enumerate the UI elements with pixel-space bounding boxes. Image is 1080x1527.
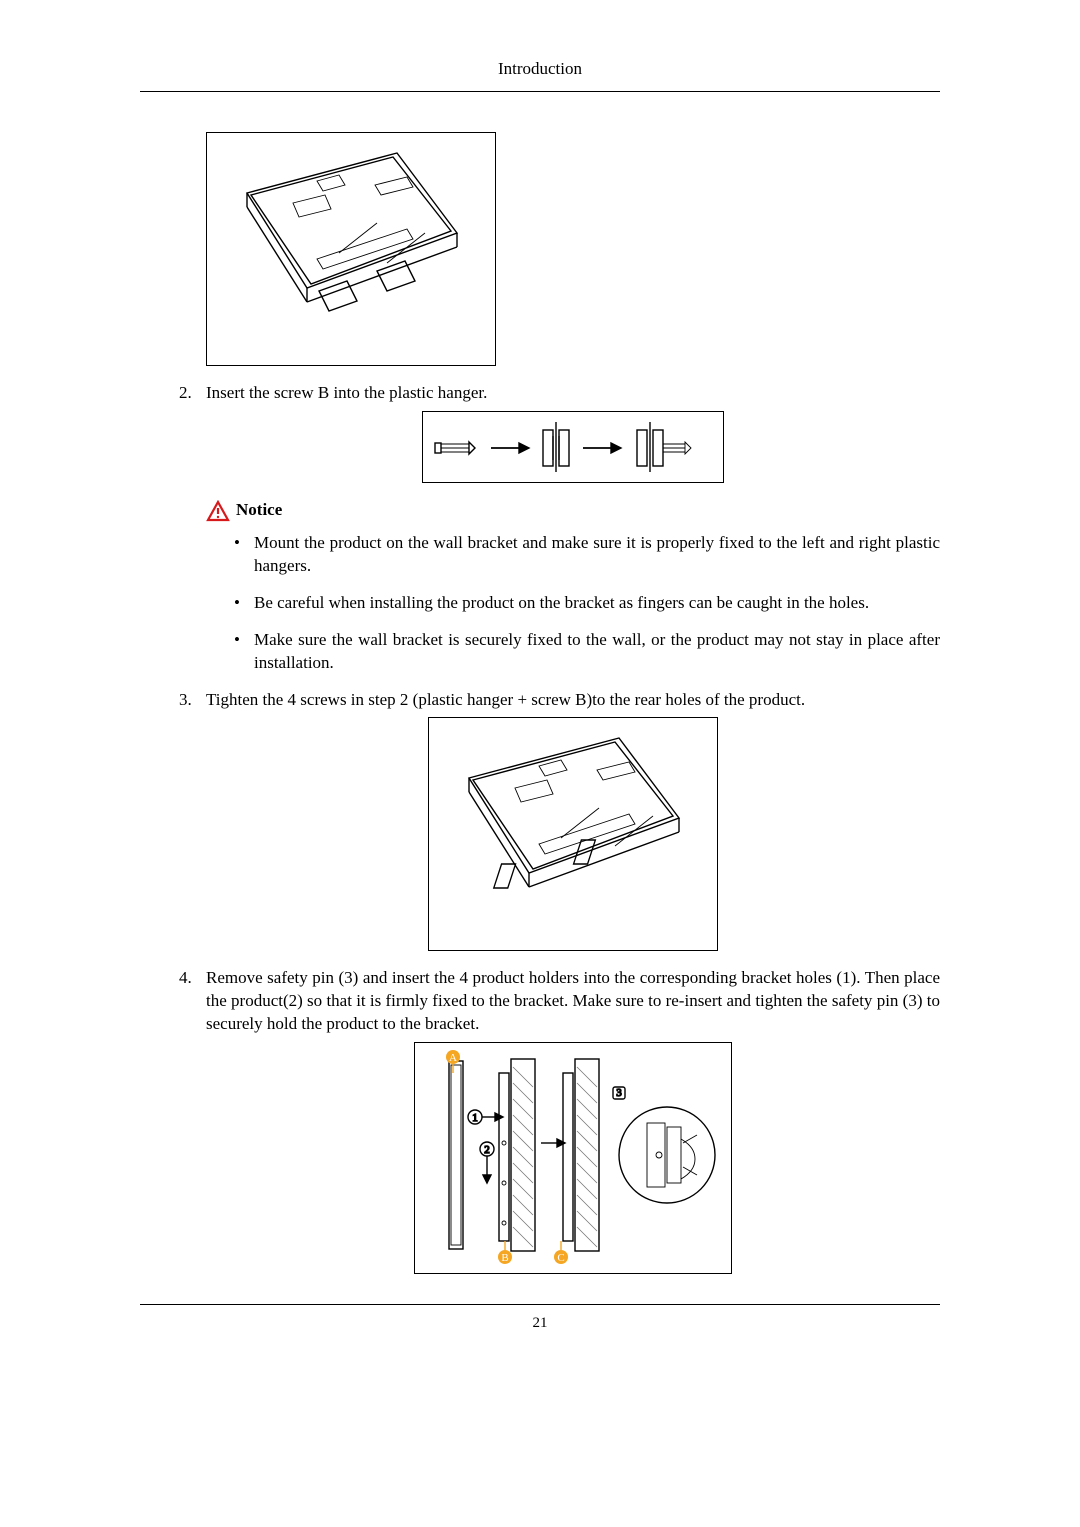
step-3: Tighten the 4 screws in step 2 (plastic …: [196, 689, 940, 952]
step-2: Insert the screw B into the plastic hang…: [196, 382, 940, 675]
callout-c: C: [557, 1252, 564, 1264]
step-4: Remove safety pin (3) and insert the 4 p…: [196, 967, 940, 1274]
warning-icon: [206, 500, 230, 522]
bracket-assembly-icon: A: [415, 1043, 731, 1273]
callout-3: 3: [616, 1087, 622, 1099]
notice-item-1: Mount the product on the wall bracket an…: [230, 532, 940, 578]
step-4-text: Remove safety pin (3) and insert the 4 p…: [206, 968, 940, 1033]
ordered-steps: Insert the screw B into the plastic hang…: [140, 382, 940, 1274]
screw-sequence-icon: [423, 412, 723, 482]
header-rule: [140, 91, 940, 92]
callout-a: A: [449, 1052, 457, 1064]
callout-b: B: [501, 1252, 508, 1264]
notice-list: Mount the product on the wall bracket an…: [206, 532, 940, 675]
figure-tv-rear-2: [428, 717, 718, 951]
figure-tv-rear-1: [206, 132, 496, 366]
page: Introduction: [0, 0, 1080, 1527]
callout-2: 2: [484, 1144, 490, 1156]
step-3-text: Tighten the 4 screws in step 2 (plastic …: [206, 690, 805, 709]
footer-rule: [140, 1304, 940, 1305]
page-number: 21: [140, 1313, 940, 1333]
callout-1: 1: [472, 1112, 478, 1124]
tv-iso-2-icon: [429, 718, 717, 950]
notice-heading: Notice: [206, 499, 940, 522]
figure-bracket-assembly: A: [414, 1042, 732, 1274]
notice-item-2: Be careful when installing the product o…: [230, 592, 940, 615]
tv-iso-icon: [207, 133, 495, 365]
notice-label: Notice: [236, 499, 282, 522]
step-2-text: Insert the screw B into the plastic hang…: [206, 383, 487, 402]
notice-item-3: Make sure the wall bracket is securely f…: [230, 629, 940, 675]
figure-screw-sequence: [422, 411, 724, 483]
page-header-title: Introduction: [140, 58, 940, 81]
